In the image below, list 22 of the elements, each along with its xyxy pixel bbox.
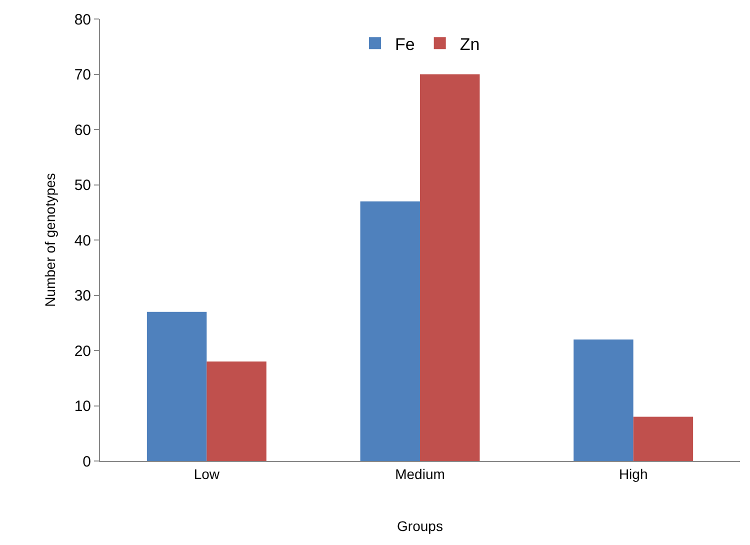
bar: [633, 416, 694, 461]
x-axis-title: Groups: [397, 518, 443, 534]
bar: [146, 312, 207, 461]
x-tick-label: High: [618, 466, 648, 482]
y-tick-label: 50: [74, 177, 91, 194]
x-tick-label: Low: [194, 466, 220, 482]
y-tick-label: 60: [74, 122, 91, 139]
bar: [206, 362, 266, 461]
y-tick-label: 10: [74, 398, 91, 415]
bar: [360, 201, 420, 461]
y-tick-label: 70: [74, 66, 91, 84]
y-tick-label: 80: [74, 11, 91, 28]
bar: [574, 339, 634, 461]
y-tick-label: 30: [74, 288, 91, 304]
y-tick-label: 0: [82, 453, 91, 470]
bar: [420, 74, 480, 461]
y-tick-label: 40: [74, 232, 91, 250]
y-tick-label: 20: [74, 342, 91, 360]
y-axis-title: Number of genotypes: [42, 173, 58, 307]
x-tick-label: Medium: [395, 466, 445, 482]
legend-label: Fe: [395, 34, 415, 54]
legend-label: Zn: [460, 34, 480, 54]
